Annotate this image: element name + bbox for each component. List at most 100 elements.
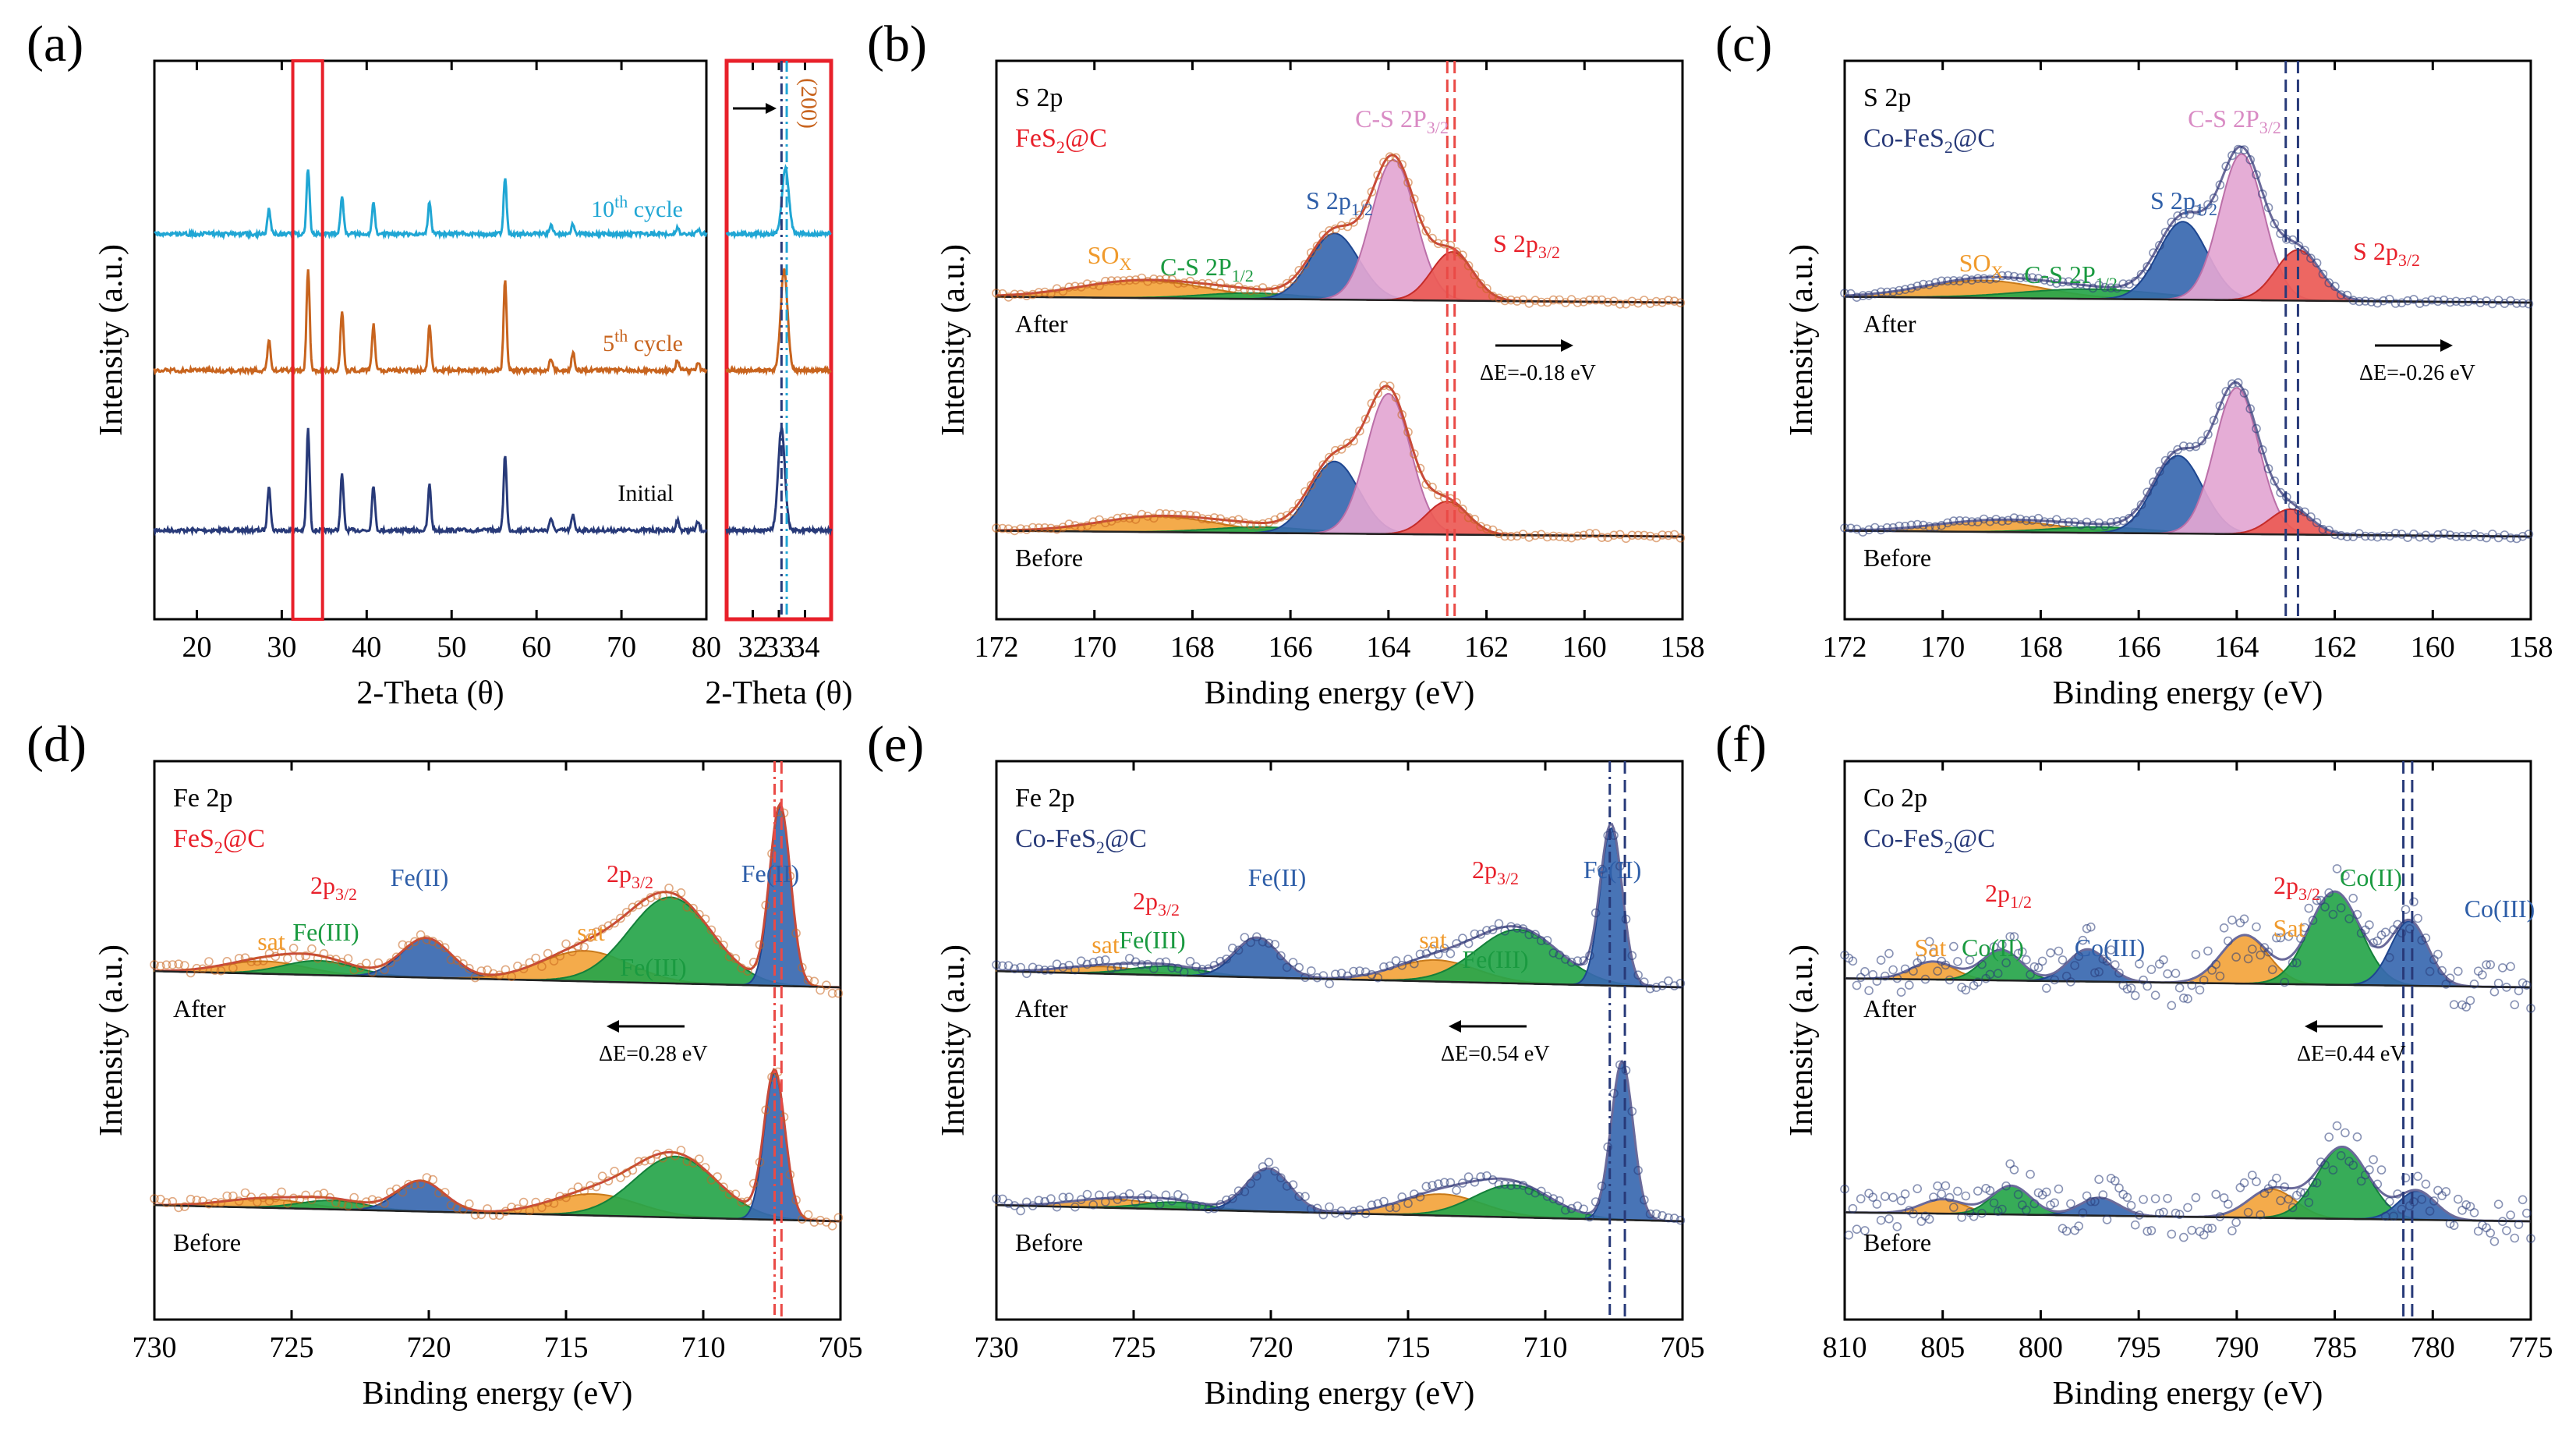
raw-data-point bbox=[1131, 1197, 1141, 1207]
sample-title: FeS2@C bbox=[1015, 124, 1107, 157]
raw-data-point bbox=[1155, 275, 1165, 285]
raw-data-point bbox=[1997, 516, 2007, 526]
raw-data-point bbox=[555, 951, 565, 961]
raw-data-point bbox=[2421, 1179, 2431, 1189]
raw-data-point bbox=[543, 948, 553, 958]
raw-data-point bbox=[1258, 937, 1268, 947]
label-suffix: cycle bbox=[628, 331, 683, 356]
raw-data-point bbox=[204, 1199, 214, 1209]
raw-data-point bbox=[2336, 1151, 2346, 1160]
raw-data-point bbox=[2183, 994, 2192, 1004]
raw-data-point bbox=[234, 954, 244, 963]
peak-label: SOX bbox=[1088, 241, 1132, 274]
peak-label: S 2p3/2 bbox=[2353, 237, 2420, 270]
label-base: S 2p bbox=[2353, 237, 2398, 265]
raw-data-point bbox=[1500, 531, 1509, 541]
raw-data-point bbox=[1095, 1190, 1104, 1200]
raw-data-point bbox=[1658, 530, 1667, 540]
raw-data-point bbox=[1555, 950, 1564, 960]
x-tick-label: 710 bbox=[681, 1331, 726, 1364]
raw-data-point bbox=[2336, 903, 2346, 912]
raw-data-point bbox=[1518, 924, 1528, 934]
raw-data-point bbox=[507, 972, 516, 981]
raw-data-point bbox=[1252, 1171, 1261, 1181]
raw-data-point bbox=[1046, 523, 1056, 533]
raw-data-point bbox=[628, 1165, 638, 1175]
raw-data-point bbox=[174, 1203, 183, 1213]
raw-data-point bbox=[2433, 530, 2443, 540]
peak-label: 2p3/2 bbox=[607, 859, 653, 892]
raw-data-point bbox=[2308, 1178, 2318, 1187]
raw-data-point bbox=[1385, 1203, 1395, 1213]
raw-data-point bbox=[1379, 158, 1389, 167]
raw-data-point bbox=[2510, 1000, 2520, 1010]
shift-label: ΔE=-0.26 eV bbox=[2359, 361, 2475, 385]
state-label: After bbox=[1015, 994, 1068, 1022]
raw-data-point bbox=[488, 1210, 498, 1221]
raw-data-point bbox=[1240, 285, 1250, 295]
xrd-pattern-10 bbox=[154, 169, 708, 241]
raw-data-point bbox=[1403, 955, 1413, 964]
raw-data-point bbox=[1016, 289, 1025, 299]
raw-data-point bbox=[2475, 532, 2486, 541]
x-tick-label: 715 bbox=[544, 1331, 589, 1364]
raw-data-point bbox=[301, 951, 310, 961]
raw-data-point bbox=[1876, 287, 1886, 297]
raw-data-point bbox=[1458, 504, 1467, 514]
raw-data-point bbox=[2026, 969, 2035, 980]
raw-data-point bbox=[2239, 145, 2249, 154]
raw-data-point bbox=[2415, 532, 2425, 542]
raw-data-point bbox=[2191, 205, 2201, 214]
raw-data-point bbox=[561, 939, 571, 949]
x-axis-label: Binding energy (eV) bbox=[2053, 1376, 2323, 1412]
raw-data-point bbox=[2033, 963, 2043, 973]
raw-data-point bbox=[1658, 297, 1667, 307]
raw-data-point bbox=[1355, 211, 1364, 220]
raw-data-point bbox=[228, 963, 238, 973]
raw-data-point bbox=[198, 964, 207, 974]
y-axis-label: Intensity (a.u.) bbox=[94, 944, 129, 1136]
raw-data-point bbox=[1064, 282, 1074, 292]
raw-data-point bbox=[2219, 923, 2229, 933]
raw-data-point bbox=[2094, 967, 2104, 976]
raw-data-point bbox=[1355, 966, 1364, 976]
raw-data-point bbox=[1198, 965, 1207, 974]
raw-data-point bbox=[2366, 297, 2376, 306]
raw-data-point bbox=[1452, 939, 1461, 948]
raw-data-point bbox=[2005, 932, 2015, 941]
raw-data-point bbox=[743, 966, 752, 976]
raw-data-point bbox=[1312, 241, 1322, 251]
raw-data-point bbox=[2439, 295, 2449, 305]
raw-data-point bbox=[1064, 519, 1074, 529]
raw-data-point bbox=[1010, 1201, 1020, 1210]
sample-title-part: @C bbox=[1953, 124, 1995, 153]
x-tick-label: 34 bbox=[791, 631, 820, 664]
x-axis-label: Binding energy (eV) bbox=[1205, 675, 1475, 711]
raw-data-point bbox=[2167, 1001, 2177, 1011]
raw-data-point bbox=[1373, 170, 1382, 180]
raw-data-point bbox=[1361, 1209, 1371, 1218]
raw-data-point bbox=[1500, 296, 1509, 306]
raw-data-point bbox=[440, 943, 450, 952]
raw-data-point bbox=[1179, 509, 1189, 519]
x-tick-label: 162 bbox=[2312, 631, 2357, 664]
raw-data-point bbox=[1896, 987, 1906, 997]
peak-label: C-S 2P1/2 bbox=[1160, 253, 1254, 285]
raw-data-point bbox=[2330, 282, 2340, 292]
raw-data-point bbox=[2518, 1195, 2528, 1205]
raw-data-point bbox=[1434, 1179, 1443, 1189]
raw-data-point bbox=[2005, 1159, 2015, 1169]
raw-data-point bbox=[1872, 1199, 1882, 1209]
state-label: Before bbox=[1015, 1228, 1083, 1256]
raw-data-point bbox=[1379, 1196, 1389, 1206]
raw-data-point bbox=[1016, 962, 1025, 973]
raw-data-point bbox=[1458, 934, 1467, 943]
raw-data-point bbox=[2320, 902, 2330, 912]
raw-data-point bbox=[2415, 299, 2425, 308]
raw-data-point bbox=[313, 954, 323, 963]
raw-data-point bbox=[1530, 930, 1540, 939]
raw-data-point bbox=[1403, 1199, 1413, 1208]
raw-data-point bbox=[1028, 289, 1038, 299]
x-tick-label: 166 bbox=[2117, 631, 2161, 664]
raw-data-point bbox=[2409, 1197, 2419, 1206]
